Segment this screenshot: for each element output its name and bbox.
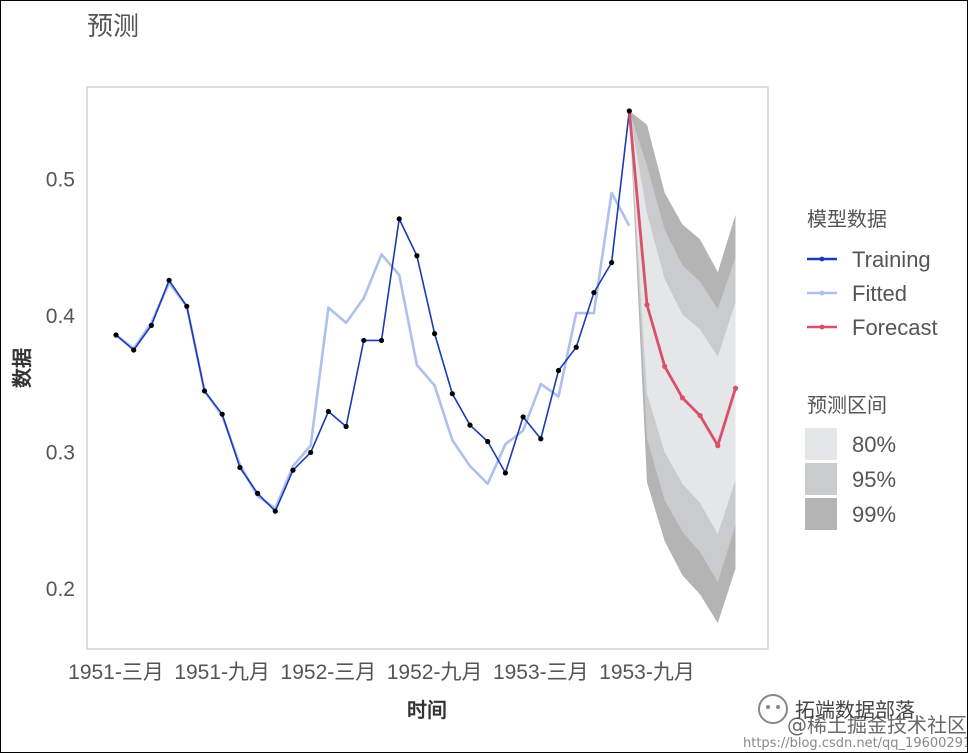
legend-model-data: 模型数据 Training Fitted Forecast [807, 207, 938, 340]
legend-label-interval: 99% [852, 502, 896, 527]
wechat-icon [758, 694, 788, 724]
chart-title: 预测 [87, 12, 139, 42]
series-points [113, 108, 739, 514]
training-point [201, 388, 208, 394]
training-point [308, 449, 314, 456]
forecast-point [644, 302, 650, 308]
x-tick-label: 1951-九月 [174, 661, 270, 684]
legend-swatch-80pct [805, 428, 837, 460]
y-tick-label: 0.4 [46, 305, 76, 328]
legend-swatch-99pct [805, 498, 837, 530]
training-point [414, 253, 420, 259]
x-tick-label: 1951-三月 [68, 661, 164, 684]
legend-label-interval: 80% [852, 432, 896, 457]
training-point [609, 259, 615, 266]
forecast-point [732, 385, 739, 391]
training-point [113, 332, 119, 338]
y-axis-ticks: 0.2 0.3 0.4 0.5 [46, 168, 76, 601]
x-tick-label: 1953-九月 [599, 661, 695, 684]
y-tick-label: 0.2 [46, 578, 75, 601]
wechat-eye-icon [776, 705, 780, 709]
training-point [396, 216, 402, 222]
legend-interval-title: 预测区间 [807, 393, 887, 417]
training-point [184, 303, 190, 309]
training-point [538, 436, 544, 442]
x-tick-label: 1952-九月 [387, 661, 483, 684]
series-line-training [115, 110, 631, 513]
x-tick-label: 1952-三月 [281, 661, 377, 684]
legend-label-fitted: Fitted [852, 281, 907, 306]
training-point [361, 337, 367, 344]
x-tick-label: 1953-三月 [493, 661, 589, 684]
x-axis-title: 时间 [407, 698, 447, 722]
y-axis-title: 数据 [10, 348, 34, 388]
training-point [520, 414, 526, 420]
training-point [290, 467, 296, 473]
training-point [378, 337, 385, 344]
x-axis-ticks: 1951-三月 1951-九月 1952-三月 1952-九月 1953-三月 1953-… [68, 661, 695, 684]
legend-swatch-95pct [805, 463, 837, 495]
legend-label-forecast: Forecast [852, 315, 938, 340]
legend-prediction-interval: 预测区间 80% 95% 99% [805, 393, 896, 530]
training-point [502, 470, 508, 476]
legend-label-interval: 95% [852, 467, 896, 492]
legend-model-title: 模型数据 [807, 207, 887, 231]
watermark-brand: 拓端数据部落 [795, 698, 915, 722]
legend-label-training: Training [852, 247, 931, 272]
legend-swatch-dot [819, 324, 825, 330]
legend-swatch-dot [819, 290, 825, 296]
training-point [325, 408, 331, 415]
training-point [432, 331, 438, 337]
training-point [255, 490, 261, 496]
wechat-eye-icon [766, 705, 770, 709]
watermark-url: https://blog.csdn.net/qq_19600291 [743, 736, 967, 751]
training-point [131, 347, 137, 353]
training-point [237, 464, 243, 471]
y-tick-label: 0.3 [46, 441, 75, 464]
forecast-point [679, 395, 686, 401]
watermark: 拓端数据部落 @稀土掘金技术社区 https://blog.csdn.net/q… [743, 694, 967, 751]
training-point [467, 422, 473, 428]
forecast-point [697, 412, 703, 419]
training-point [591, 290, 597, 296]
training-point [148, 322, 154, 329]
training-point [343, 423, 349, 430]
training-point [626, 108, 632, 114]
training-point [555, 367, 562, 374]
legend-swatch-dot [819, 256, 825, 262]
training-point [272, 508, 278, 514]
y-tick-label: 0.5 [46, 168, 75, 191]
training-point [449, 391, 455, 397]
training-point [573, 344, 579, 350]
prediction-interval-bands [629, 111, 736, 624]
training-point [219, 411, 225, 417]
forecast-point [715, 443, 721, 449]
training-point [485, 438, 491, 445]
training-point [166, 277, 172, 283]
forecast-point [662, 363, 668, 369]
watermark-community: @稀土掘金技术社区 [787, 713, 967, 737]
